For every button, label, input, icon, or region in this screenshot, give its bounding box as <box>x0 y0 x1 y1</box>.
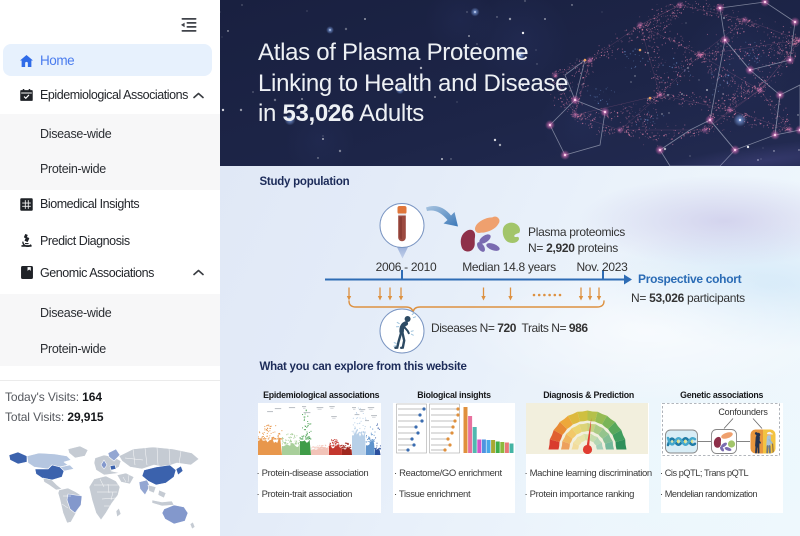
svg-text:Confounders: Confounders <box>718 407 768 417</box>
